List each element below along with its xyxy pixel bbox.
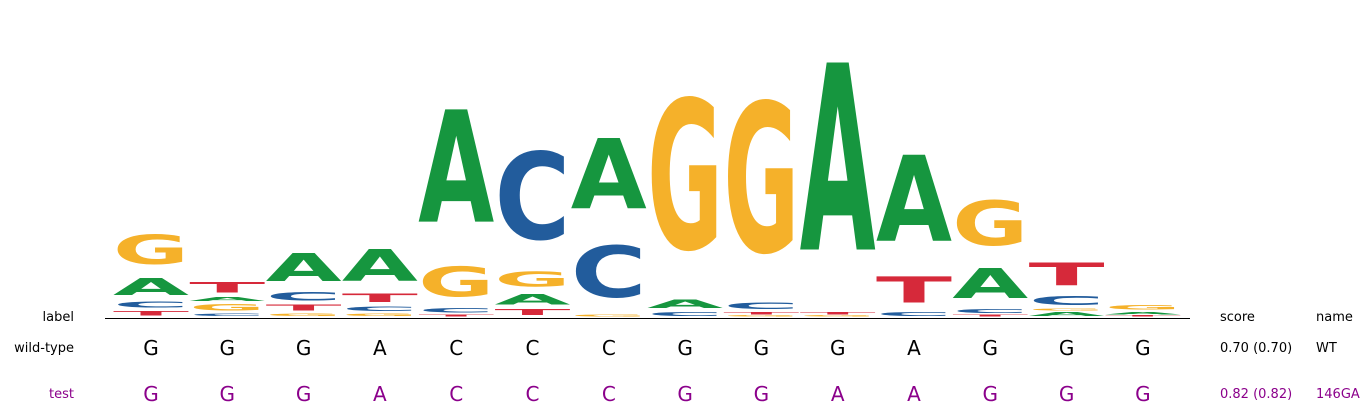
sequence-base: C [525,382,540,406]
logo-letter-T: T [418,314,494,317]
logo-letter-T: T [952,314,1028,317]
logo-letter-A: A [800,12,876,310]
logo-letter-T: T [876,269,952,311]
sequence-base: G [829,336,846,360]
sequence-base: G [1135,382,1151,406]
logo-letter-G: G [723,60,799,300]
sequence-base: G [677,336,693,360]
logo-letter-C: C [113,301,189,310]
logo-letter-C: C [876,311,952,317]
sequence-base: C [601,382,616,406]
logo-letter-G: G [647,57,723,297]
wild-type-name: WT [1316,341,1337,356]
sequence-base: G [1058,382,1075,406]
sequence-base: G [295,382,312,406]
logo-letter-C: C [952,308,1028,314]
logo-letter-A: A [1105,311,1181,315]
logo-letter-C: C [495,129,571,268]
logo-letter-C: C [571,232,647,314]
logo-letter-C: C [418,307,494,314]
test-name: 146GA [1316,387,1360,402]
sequence-base: G [1135,336,1151,360]
test-score: 0.82 (0.82) [1220,387,1293,402]
logo-letter-G: G [1029,308,1105,311]
logo-letter-A: A [876,131,952,269]
logo-letter-T: T [1029,257,1105,293]
sequence-base: G [753,336,770,360]
logo-letter-C: C [723,301,799,311]
logo-letter-G: G [189,302,265,313]
logo-letter-A: A [952,260,1028,308]
name-header: name [1316,310,1353,325]
sequence-base: G [295,336,312,360]
row-label-test: test [49,387,74,402]
sequence-base: C [525,336,540,360]
logo-letter-T: T [189,279,265,296]
sequence-base: G [219,382,236,406]
sequence-base: A [373,336,387,360]
logo-letter-T: T [723,311,799,315]
sequence-base: C [601,336,616,360]
logo-letter-C: C [647,311,723,317]
sequence-base: G [753,382,770,406]
logo-letter-A: A [418,80,494,259]
sequence-base: G [982,382,999,406]
logo-letter-A: A [1029,311,1105,317]
logo-letter-A: A [113,274,189,301]
label-header: label [42,310,74,325]
sequence-base: G [219,336,236,360]
logo-letter-A: A [647,298,723,311]
logo-letter-G: G [418,259,494,307]
logo-letter-C: C [189,313,265,317]
logo-stacks: TCAGCGATGTCAGCTATCGATAGCGCACAGGTCGGTACTA… [113,12,1181,317]
row-label-wild-type: wild-type [14,341,74,356]
logo-letter-A: A [266,245,342,290]
logo-letter-T: T [1105,316,1181,317]
logo-letter-A: A [342,240,418,291]
sequence-base: A [373,382,387,406]
sequence-base: G [143,382,159,406]
sequence-base: A [907,336,921,360]
logo-letter-T: T [342,291,418,305]
logo-letter-G: G [800,316,876,317]
sequence-base: C [449,382,464,406]
logo-letter-C: C [266,290,342,303]
logo-letter-C: C [342,305,418,312]
wild-type-score: 0.70 (0.70) [1220,341,1293,356]
logo-letter-T: T [800,311,876,315]
logo-letter-A: A [189,296,265,302]
logo-letter-T: T [495,308,571,317]
logo-letter-T: T [266,304,342,313]
logo-letter-G: G [266,313,342,317]
logo-letter-G: G [495,268,571,292]
score-header: score [1220,310,1255,325]
sequence-base: G [982,336,999,360]
logo-letter-G: G [571,314,647,317]
logo-letter-G: G [113,227,189,273]
sequence-base: A [830,382,845,406]
logo-letter-C: C [1029,293,1105,308]
logo-letter-A: A [571,119,647,231]
logo-letter-G: G [1105,304,1181,311]
sequence-base: G [1058,336,1075,360]
sequence-base: G [143,336,159,360]
sequence-base: A [907,382,921,406]
sequence-base: G [677,382,693,406]
logo-letter-G: G [342,313,418,317]
sequence-base: C [449,336,464,360]
logo-letter-A: A [495,292,571,308]
logo-letter-G: G [723,316,799,317]
logo-letter-G: G [952,188,1028,260]
logo-letter-T: T [113,310,189,317]
